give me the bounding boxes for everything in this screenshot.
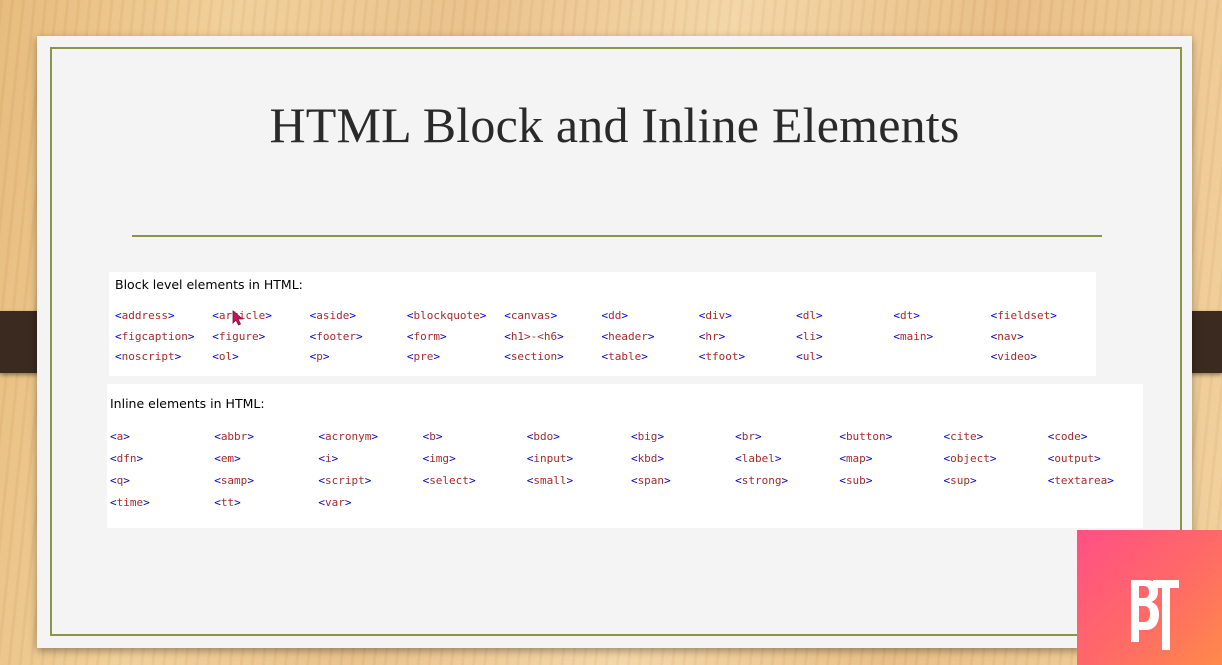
inline-tag-script: <script> — [318, 474, 372, 487]
block-tag-tfoot: <tfoot> — [698, 350, 746, 363]
block-tag-aside: <aside> — [309, 309, 356, 322]
inline-tag-bdo: <bdo> — [526, 430, 560, 443]
block-tag-table: <table> — [601, 350, 648, 363]
inline-tag-sub: <sub> — [839, 474, 873, 487]
inline-tag-span: <span> — [630, 474, 671, 487]
inline-tag-samp: <samp> — [214, 474, 254, 487]
inline-tag-textarea: <textarea> — [1047, 474, 1114, 487]
block-tag-noscript: <noscript> — [115, 350, 182, 363]
inline-elements-heading: Inline elements in HTML: — [110, 396, 265, 411]
inline-tag-br: <br> — [735, 430, 762, 443]
inline-tag-sup: <sup> — [943, 474, 977, 487]
inline-tag-tt: <tt> — [214, 496, 241, 509]
block-tag-video: <video> — [990, 350, 1038, 363]
inline-tag-select: <select> — [422, 474, 476, 487]
block-tag-fieldset: <fieldset> — [990, 309, 1057, 322]
inline-tag-object: <object> — [943, 452, 997, 465]
bt-logo-icon — [1131, 580, 1179, 650]
block-elements-heading: Block level elements in HTML: — [115, 277, 303, 292]
inline-tag-big: <big> — [630, 430, 665, 443]
inline-tag-button: <button> — [839, 430, 893, 443]
block-tag-dd: <dd> — [601, 309, 628, 322]
inline-tag-map: <map> — [839, 452, 873, 465]
inline-tag-cite: <cite> — [943, 430, 984, 443]
block-tag-p: <p> — [309, 350, 330, 363]
block-tag-li: <li> — [796, 329, 823, 343]
inline-elements-panel: Inline elements in HTML: <a> <abbr> <acron… — [107, 384, 1143, 528]
slide-title: HTML Block and Inline Elements — [269, 97, 960, 153]
block-elements-grid: <address> <article> <aside> <blockquote> <ca… — [115, 309, 1088, 371]
block-tag-address: <address> — [115, 309, 175, 322]
inline-tag-q: <q> — [110, 474, 130, 487]
block-tag-figcaption: <figcaption> — [115, 329, 195, 343]
inline-elements-grid: <a> <abbr> <acronym> <b> <bdo> <big> <br> <butt… — [110, 430, 1152, 518]
block-tag-ul: <ul> — [796, 350, 823, 363]
block-elements-panel: Block level elements in HTML: <address> <… — [109, 272, 1096, 376]
block-tag-dl: <dl> — [796, 309, 823, 322]
block-tag-ol: <ol> — [212, 350, 239, 363]
inline-tag-i: <i> — [318, 452, 339, 465]
block-tag-footer: <footer> — [309, 329, 363, 343]
inline-tag-small: <small> — [526, 474, 574, 487]
inline-tag-em: <em> — [214, 452, 241, 465]
title-divider — [132, 235, 1102, 237]
inline-tag-label: <label> — [735, 452, 782, 465]
block-tag-figure: <figure> — [212, 329, 266, 343]
inline-tag-a: <a> — [110, 430, 130, 443]
inline-tag-var: <var> — [318, 496, 352, 509]
slide-border — [50, 47, 1182, 636]
inline-tag-dfn: <dfn> — [110, 452, 144, 465]
inline-tag-output: <output> — [1047, 452, 1101, 465]
mouse-pointer-icon — [232, 310, 244, 326]
inline-tag-img: <img> — [422, 452, 456, 465]
inline-tag-b: <b> — [422, 430, 443, 443]
block-tag-nav: <nav> — [990, 329, 1024, 343]
block-tag-pre: <pre> — [406, 350, 441, 363]
inline-tag-kbd: <kbd> — [630, 452, 665, 465]
inline-tag-code: <code> — [1047, 430, 1088, 443]
block-tag-div: <div> — [698, 309, 732, 322]
block-tag-section: <section> — [504, 350, 564, 363]
block-tag-hr: <hr> — [698, 329, 726, 343]
block-tag-dt: <dt> — [893, 309, 920, 322]
inline-tag-time: <time> — [110, 496, 150, 509]
inline-tag-abbr: <abbr> — [214, 430, 254, 443]
block-tag-article: <article> — [212, 309, 272, 322]
block-tag-header: <header> — [601, 329, 655, 343]
inline-tag-acronym: <acronym> — [318, 430, 378, 443]
block-tag-canvas: <canvas> — [504, 309, 558, 322]
block-tag-main: <main> — [893, 329, 934, 343]
presentation-slide: HTML Block and Inline Elements Block lev… — [37, 36, 1192, 648]
inline-tag-input: <input> — [526, 452, 574, 465]
inline-tag-strong: <strong> — [735, 474, 789, 487]
block-empty-cell — [893, 350, 990, 371]
block-tag-form: <form> — [406, 329, 447, 343]
block-tag-blockquote: <blockquote> — [406, 309, 487, 322]
block-tag-h1-h6: <h1>-<h6> — [504, 329, 564, 343]
bt-logo — [1077, 530, 1222, 665]
